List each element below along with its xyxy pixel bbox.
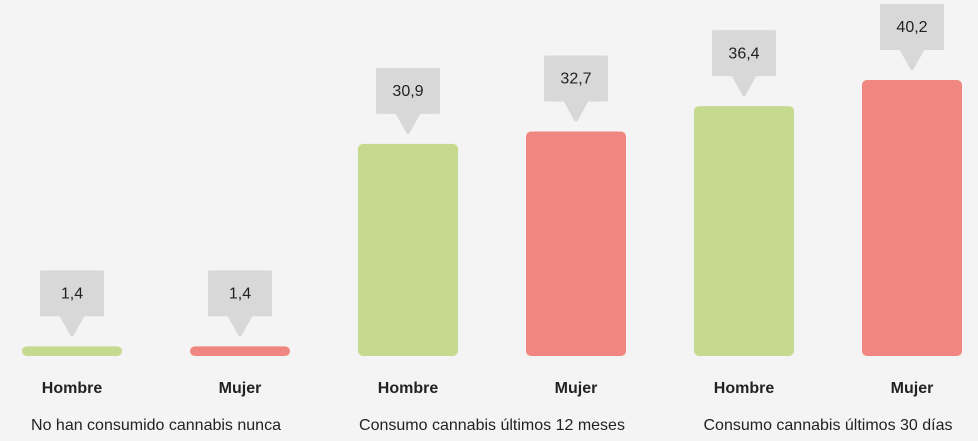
series-label: Hombre: [714, 380, 775, 397]
label-bubble: [40, 270, 104, 337]
value-label: 32,7: [560, 71, 591, 88]
label-bubble: [376, 67, 440, 134]
series-label: Hombre: [378, 380, 439, 397]
series-label: Mujer: [555, 380, 598, 397]
group-label: Consumo cannabis últimos 12 meses: [359, 417, 625, 434]
value-label: 36,4: [728, 45, 759, 62]
bar: [22, 346, 122, 356]
value-label: 1,4: [229, 286, 251, 303]
bar: [358, 143, 458, 356]
label-bubble: [208, 270, 272, 337]
group-label: Consumo cannabis últimos 30 días: [703, 417, 952, 434]
label-bubble: [544, 55, 608, 122]
bar: [190, 346, 290, 356]
bar: [862, 80, 962, 356]
group-label: No han consumido cannabis nunca: [31, 417, 281, 434]
bar: [526, 131, 626, 356]
label-bubble: [880, 4, 944, 70]
series-label: Mujer: [891, 380, 934, 397]
value-label: 1,4: [61, 286, 83, 303]
series-label: Mujer: [219, 380, 262, 397]
series-label: Hombre: [42, 380, 103, 397]
bar: [694, 106, 794, 356]
value-label: 40,2: [896, 19, 927, 36]
label-bubble: [712, 30, 776, 97]
value-label: 30,9: [392, 83, 423, 100]
